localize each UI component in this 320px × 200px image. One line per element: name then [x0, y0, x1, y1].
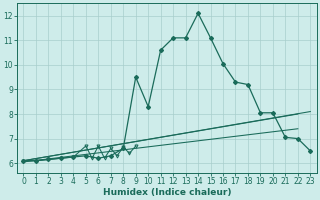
X-axis label: Humidex (Indice chaleur): Humidex (Indice chaleur)	[103, 188, 231, 197]
